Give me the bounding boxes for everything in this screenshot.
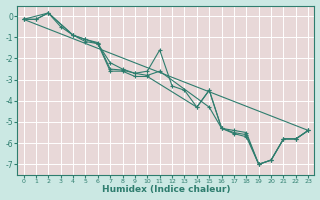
X-axis label: Humidex (Indice chaleur): Humidex (Indice chaleur) [102, 185, 230, 194]
